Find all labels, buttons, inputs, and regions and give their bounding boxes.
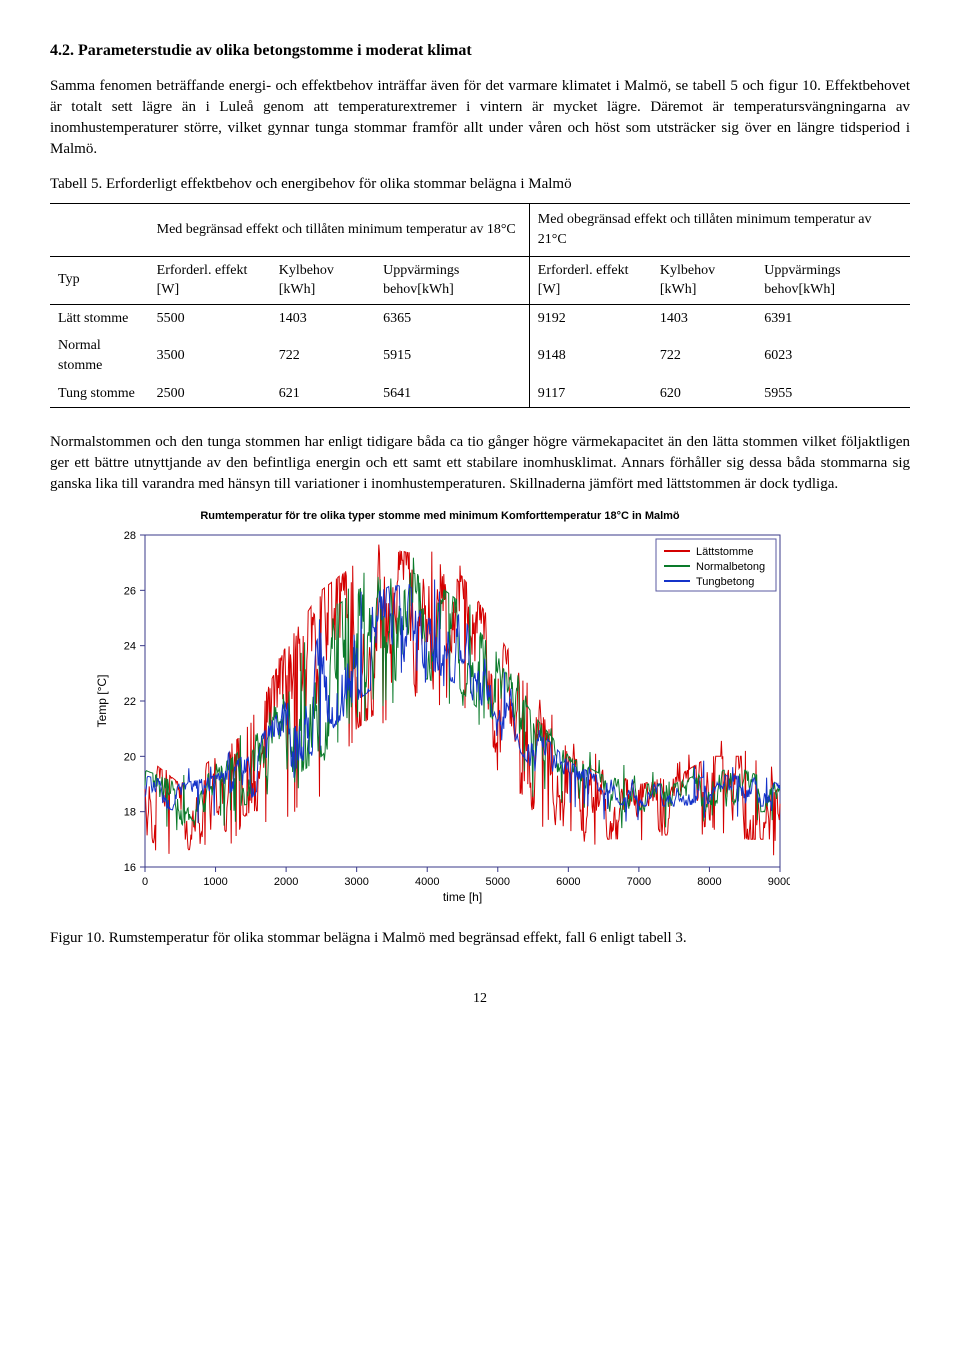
chart-title: Rumtemperatur för tre olika typer stomme… [90, 509, 790, 524]
svg-text:4000: 4000 [415, 876, 439, 888]
svg-text:Temp [°C]: Temp [°C] [95, 674, 109, 727]
table-cell: 621 [271, 380, 375, 408]
col-eff-l: Erforderl. effekt [W] [149, 256, 271, 304]
col-kyl-r: Kylbehov [kWh] [652, 256, 756, 304]
table-cell: 1403 [271, 304, 375, 332]
table-cell: 5641 [375, 380, 529, 408]
section-heading: 4.2. Parameterstudie av olika betongstom… [50, 40, 910, 62]
data-table: Med begränsad effekt och tillåten minimu… [50, 203, 910, 408]
table-cell: 722 [271, 332, 375, 379]
page-number: 12 [50, 989, 910, 1009]
figure-caption: Figur 10. Rumstemperatur för olika stomm… [50, 928, 910, 949]
table-cell: 5915 [375, 332, 529, 379]
table-cell: Tung stomme [50, 380, 149, 408]
svg-text:9000: 9000 [768, 876, 790, 888]
svg-text:Normalbetong: Normalbetong [696, 561, 765, 573]
table-cell: 620 [652, 380, 756, 408]
table-row: Normal stomme3500722591591487226023 [50, 332, 910, 379]
table-cell: 5500 [149, 304, 271, 332]
col-typ: Typ [50, 256, 149, 304]
paragraph-discussion: Normalstommen och den tunga stommen har … [50, 432, 910, 495]
svg-text:16: 16 [124, 862, 136, 874]
paragraph-intro: Samma fenomen beträffande energi- och ef… [50, 76, 910, 160]
group-left: Med begränsad effekt och tillåten minimu… [149, 204, 530, 256]
table-cell: Normal stomme [50, 332, 149, 379]
table-cell: 3500 [149, 332, 271, 379]
svg-text:24: 24 [124, 640, 136, 652]
svg-text:2000: 2000 [274, 876, 298, 888]
col-eff-r: Erforderl. effekt [W] [529, 256, 652, 304]
table-cell: 5955 [756, 380, 910, 408]
table-cell: 6023 [756, 332, 910, 379]
svg-text:1000: 1000 [203, 876, 227, 888]
svg-text:3000: 3000 [344, 876, 368, 888]
temperature-chart: Rumtemperatur för tre olika typer stomme… [90, 509, 790, 913]
svg-text:7000: 7000 [627, 876, 651, 888]
table-cell: 9148 [529, 332, 652, 379]
svg-text:time [h]: time [h] [443, 890, 482, 904]
group-right: Med obegränsad effekt och tillåten minim… [529, 204, 910, 256]
table-row: Tung stomme2500621564191176205955 [50, 380, 910, 408]
svg-text:8000: 8000 [697, 876, 721, 888]
col-kyl-l: Kylbehov [kWh] [271, 256, 375, 304]
svg-text:20: 20 [124, 751, 136, 763]
chart-svg: 0 1000 2000 3000 4000 5000 6000 7000 8000 9000 16 1… [90, 527, 790, 907]
col-upp-r: Uppvärmings behov[kWh] [756, 256, 910, 304]
svg-text:6000: 6000 [556, 876, 580, 888]
table-cell: 2500 [149, 380, 271, 408]
col-upp-l: Uppvärmings behov[kWh] [375, 256, 529, 304]
table-cell: 9117 [529, 380, 652, 408]
svg-text:Lättstomme: Lättstomme [696, 546, 753, 558]
table-cell: 6391 [756, 304, 910, 332]
table-cell: 9192 [529, 304, 652, 332]
svg-text:22: 22 [124, 696, 136, 708]
svg-text:18: 18 [124, 806, 136, 818]
svg-text:0: 0 [142, 876, 148, 888]
table-row: Lätt stomme550014036365919214036391 [50, 304, 910, 332]
svg-text:5000: 5000 [486, 876, 510, 888]
table-cell: 1403 [652, 304, 756, 332]
svg-text:26: 26 [124, 585, 136, 597]
table-cell: 722 [652, 332, 756, 379]
svg-text:28: 28 [124, 530, 136, 542]
table-caption: Tabell 5. Erforderligt effektbehov och e… [50, 174, 910, 195]
svg-text:Tungbetong: Tungbetong [696, 576, 754, 588]
table-cell: 6365 [375, 304, 529, 332]
table-cell: Lätt stomme [50, 304, 149, 332]
